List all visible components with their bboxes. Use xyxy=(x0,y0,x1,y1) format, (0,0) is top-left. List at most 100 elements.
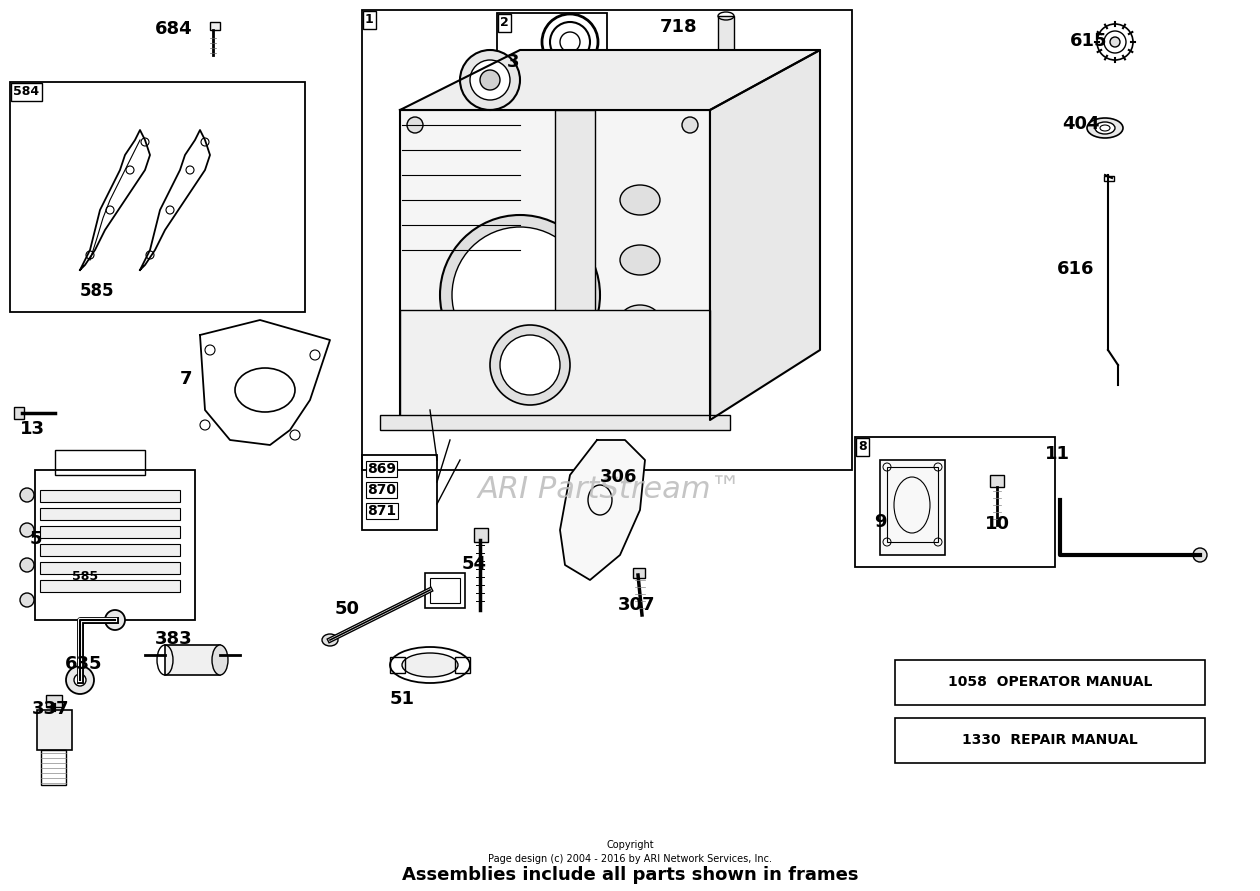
Bar xyxy=(856,437,1055,567)
Text: Copyright
Page design (c) 2004 - 2016 by ARI Network Services, Inc.: Copyright Page design (c) 2004 - 2016 by… xyxy=(488,840,772,864)
Text: 635: 635 xyxy=(66,655,102,673)
Bar xyxy=(40,580,180,592)
Text: 50: 50 xyxy=(335,600,360,618)
Bar xyxy=(633,568,645,578)
Text: 1330  REPAIR MANUAL: 1330 REPAIR MANUAL xyxy=(963,733,1138,747)
Text: 870: 870 xyxy=(367,483,396,497)
Text: 585: 585 xyxy=(79,282,115,300)
Bar xyxy=(35,470,195,620)
Bar xyxy=(210,22,220,30)
Bar xyxy=(42,750,66,785)
Bar xyxy=(425,573,465,608)
Bar xyxy=(14,407,24,419)
Text: 870: 870 xyxy=(365,482,394,496)
Bar xyxy=(47,695,62,707)
Text: 10: 10 xyxy=(985,515,1011,533)
Text: 13: 13 xyxy=(20,420,45,438)
Bar xyxy=(718,16,735,54)
Bar xyxy=(362,10,852,470)
Circle shape xyxy=(407,392,423,408)
Bar xyxy=(40,508,180,520)
Circle shape xyxy=(105,610,125,630)
Circle shape xyxy=(20,488,34,502)
Ellipse shape xyxy=(620,185,660,215)
Text: ARI PartStream™: ARI PartStream™ xyxy=(478,476,742,504)
Ellipse shape xyxy=(1110,37,1120,47)
Text: 383: 383 xyxy=(155,630,193,648)
Text: 3: 3 xyxy=(507,53,519,71)
Bar xyxy=(399,310,709,420)
Circle shape xyxy=(452,227,588,363)
Ellipse shape xyxy=(402,653,457,677)
Polygon shape xyxy=(559,440,645,580)
Circle shape xyxy=(20,558,34,572)
Circle shape xyxy=(407,117,423,133)
Polygon shape xyxy=(399,50,820,110)
Text: 584: 584 xyxy=(13,85,39,98)
Circle shape xyxy=(440,215,600,375)
Bar xyxy=(474,528,488,542)
Text: 684: 684 xyxy=(155,20,193,38)
Text: 871: 871 xyxy=(365,504,396,518)
Bar xyxy=(362,455,437,530)
Bar xyxy=(40,490,180,502)
Text: 869: 869 xyxy=(365,460,394,474)
Text: 307: 307 xyxy=(617,596,655,614)
Text: Assemblies include all parts shown in frames: Assemblies include all parts shown in fr… xyxy=(402,866,858,884)
Ellipse shape xyxy=(1095,122,1115,134)
Circle shape xyxy=(20,593,34,607)
Bar xyxy=(455,657,470,673)
Text: 1: 1 xyxy=(365,13,374,26)
Text: 404: 404 xyxy=(1062,115,1100,133)
Text: 51: 51 xyxy=(391,690,415,708)
Circle shape xyxy=(500,335,559,395)
Bar xyxy=(1104,176,1114,181)
Circle shape xyxy=(74,674,86,686)
Ellipse shape xyxy=(620,245,660,275)
Bar xyxy=(399,110,709,420)
Ellipse shape xyxy=(212,645,228,675)
Text: 718: 718 xyxy=(660,18,698,36)
Circle shape xyxy=(470,60,510,100)
Text: 306: 306 xyxy=(600,468,638,486)
Text: 337: 337 xyxy=(32,700,69,718)
Circle shape xyxy=(66,666,94,694)
Text: 869: 869 xyxy=(367,462,396,476)
Bar xyxy=(496,13,607,71)
Text: 54: 54 xyxy=(462,555,488,573)
Circle shape xyxy=(460,50,520,110)
Bar xyxy=(391,657,404,673)
Bar xyxy=(10,82,305,312)
Circle shape xyxy=(480,70,500,90)
Text: 616: 616 xyxy=(1057,260,1095,278)
Bar xyxy=(55,450,145,475)
Bar xyxy=(40,526,180,538)
Bar xyxy=(887,467,937,542)
Circle shape xyxy=(682,117,698,133)
Text: 2: 2 xyxy=(500,16,509,29)
Text: 7: 7 xyxy=(180,370,193,388)
Ellipse shape xyxy=(1087,118,1123,138)
Circle shape xyxy=(490,325,570,405)
Text: 8: 8 xyxy=(858,440,867,453)
Ellipse shape xyxy=(620,305,660,335)
Bar xyxy=(37,710,72,750)
Text: 871: 871 xyxy=(367,504,396,518)
Circle shape xyxy=(20,523,34,537)
Bar xyxy=(430,578,460,603)
Text: 585: 585 xyxy=(72,570,98,583)
Ellipse shape xyxy=(1193,548,1207,562)
Bar xyxy=(879,460,945,555)
Text: 11: 11 xyxy=(1045,445,1070,463)
Bar xyxy=(381,415,730,430)
Bar xyxy=(554,110,595,420)
Circle shape xyxy=(682,392,698,408)
Text: 1058  OPERATOR MANUAL: 1058 OPERATOR MANUAL xyxy=(948,675,1152,689)
Text: 9: 9 xyxy=(874,513,887,531)
Bar xyxy=(40,562,180,574)
Text: 615: 615 xyxy=(1070,32,1108,50)
Bar xyxy=(165,645,220,675)
Ellipse shape xyxy=(323,634,338,646)
Polygon shape xyxy=(709,50,820,420)
Bar xyxy=(990,475,1004,487)
